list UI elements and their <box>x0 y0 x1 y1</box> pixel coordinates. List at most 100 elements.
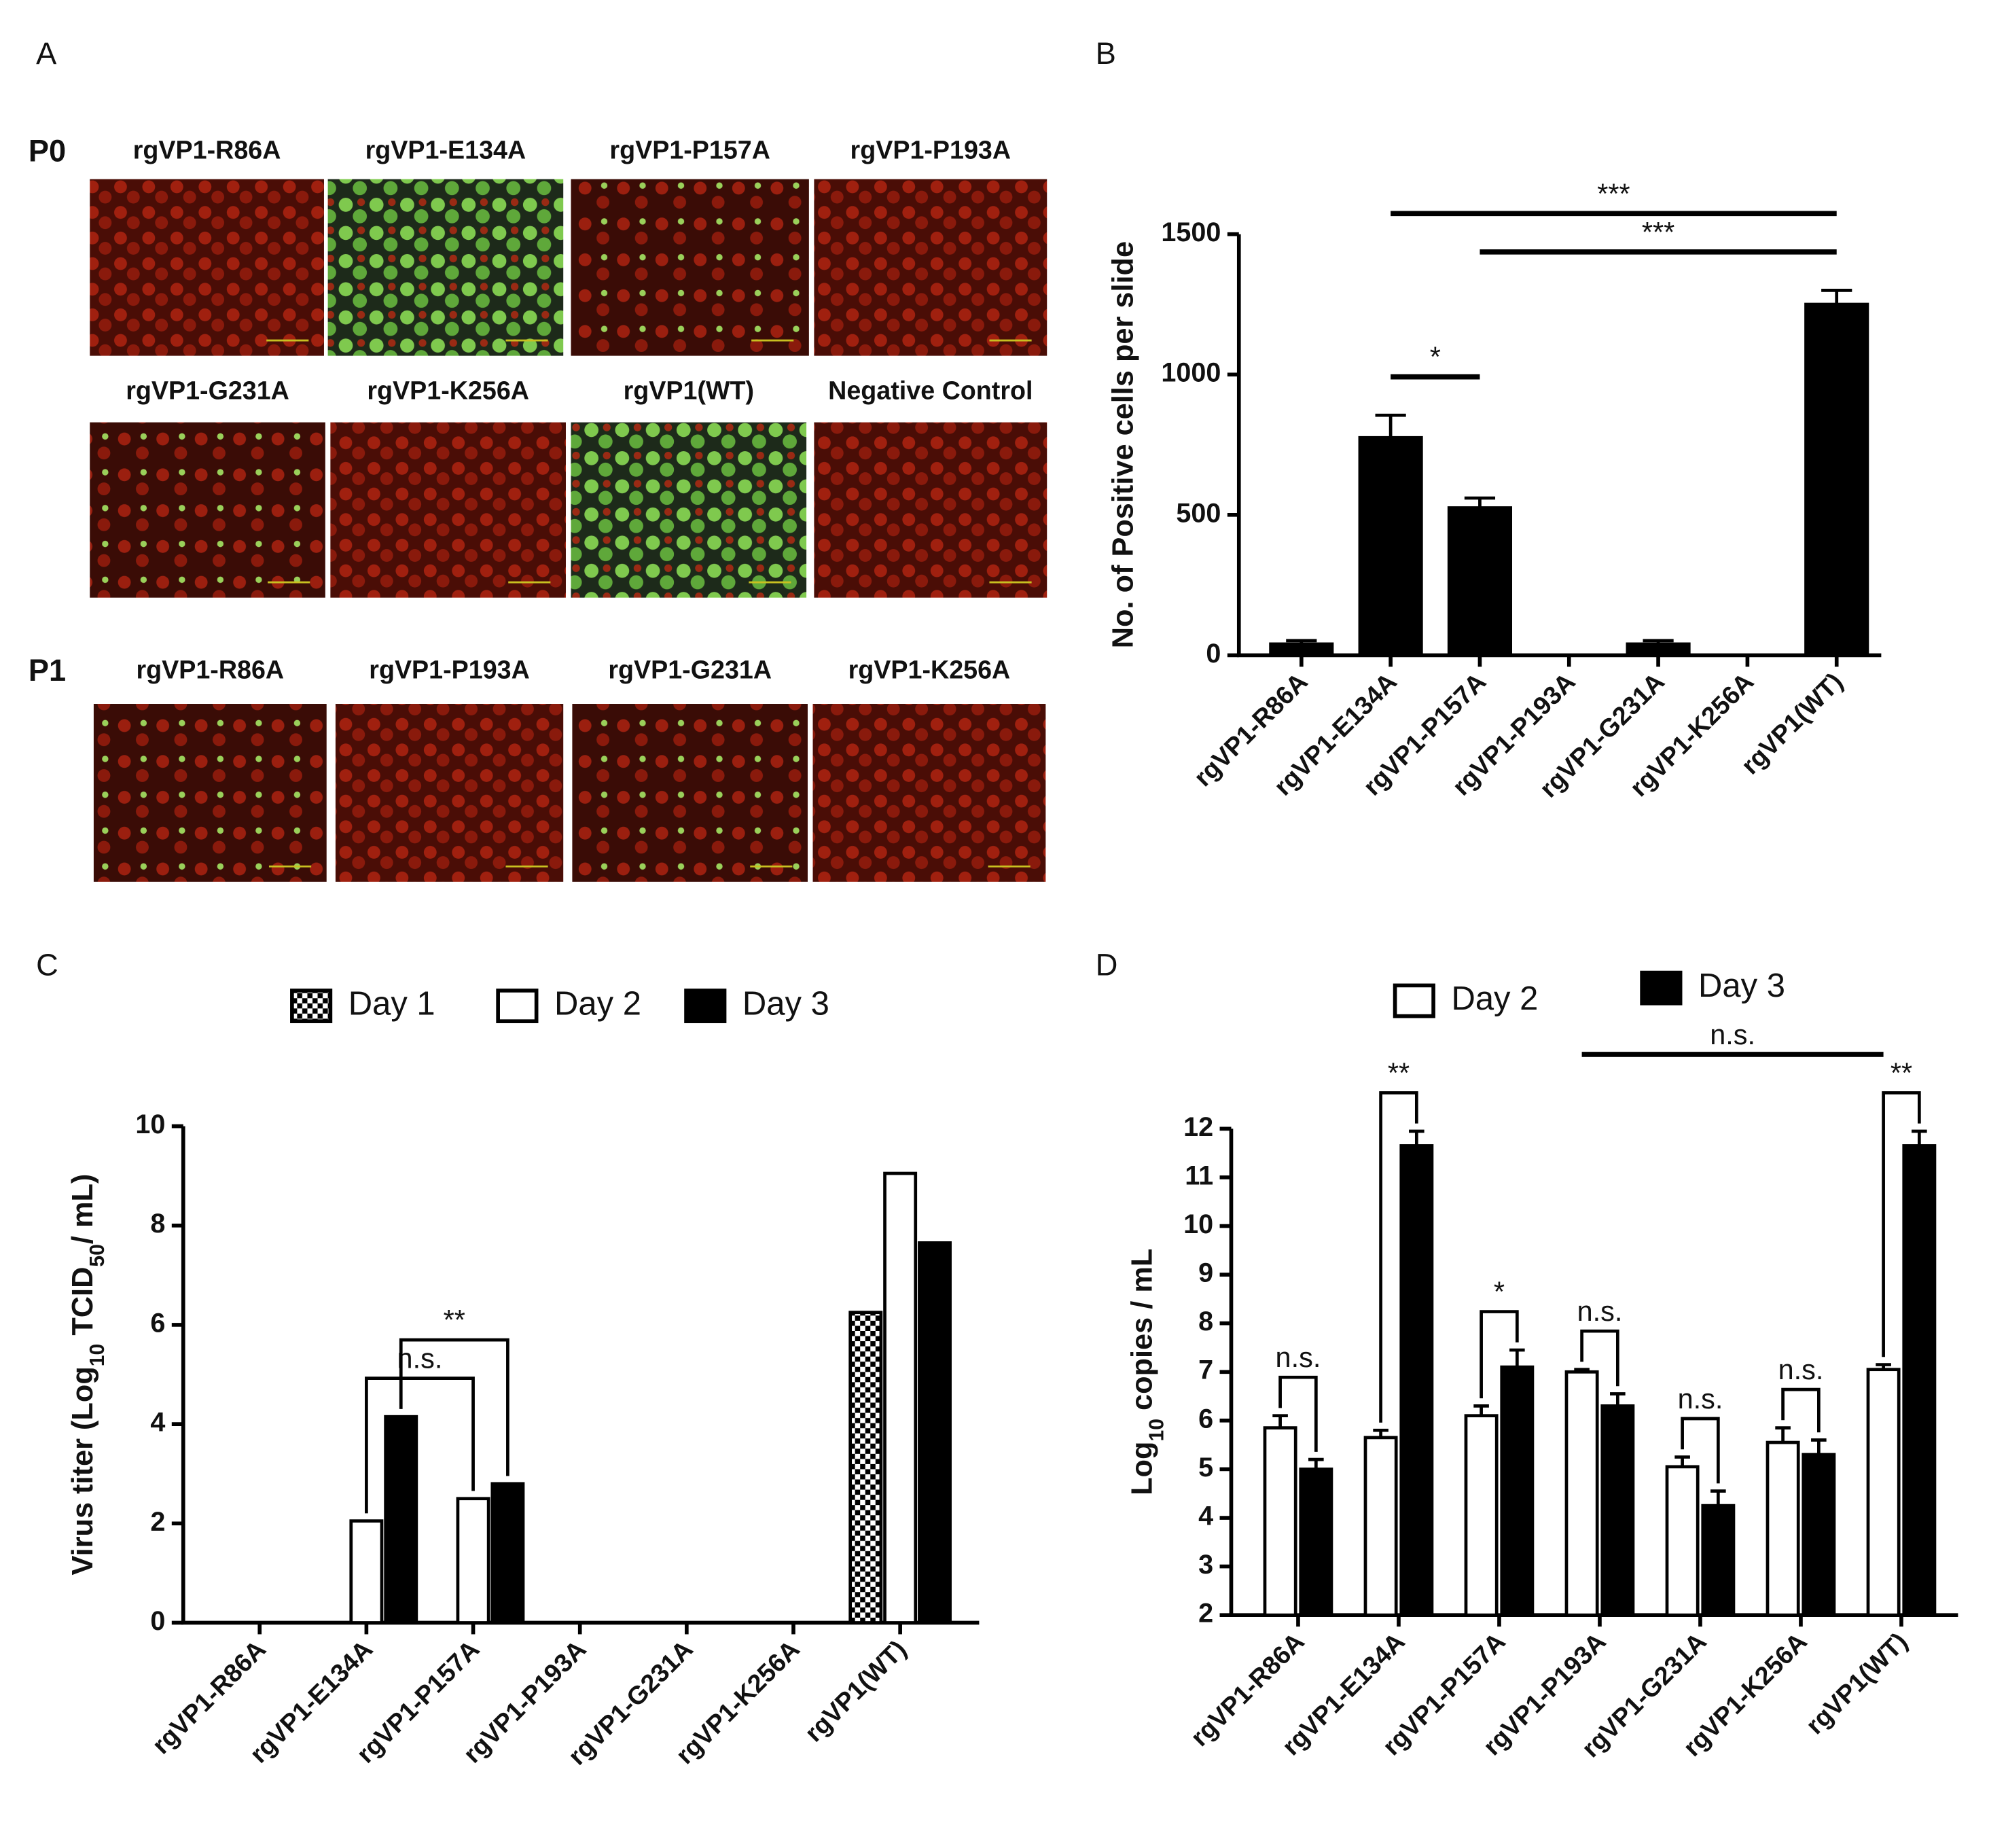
significance-label: * <box>1430 341 1441 373</box>
y-axis-title-part: / mL) <box>67 1174 99 1244</box>
micrograph <box>814 179 1047 356</box>
y-tick-label: 8 <box>150 1209 165 1239</box>
significance-label: ** <box>444 1304 465 1336</box>
bar <box>1701 1504 1736 1617</box>
bar <box>349 1519 384 1624</box>
x-tick-label: rgVP1(WT) <box>799 1635 912 1747</box>
image-title: rgVP1-G231A <box>608 655 772 683</box>
bar <box>1464 1414 1499 1617</box>
bar <box>1269 642 1334 657</box>
significance-label: ** <box>1891 1056 1912 1088</box>
bar <box>490 1482 525 1624</box>
panel-label: A <box>36 36 57 71</box>
error-bar <box>1375 413 1406 438</box>
y-tick-label: 500 <box>1176 498 1221 528</box>
y-tick-label: 6 <box>1198 1404 1213 1434</box>
bar <box>1766 1440 1800 1617</box>
y-axis-title-part: 10 <box>1145 1419 1168 1442</box>
significance-label: n.s. <box>1678 1383 1723 1415</box>
bar <box>1866 1368 1901 1617</box>
panel-label: D <box>1096 947 1118 982</box>
row-label: P0 <box>29 133 66 168</box>
image-title: rgVP1-K256A <box>848 655 1011 683</box>
y-axis-title-part: Log <box>1126 1442 1159 1495</box>
bar <box>1665 1465 1700 1617</box>
bar <box>1804 302 1869 657</box>
bar <box>1358 436 1423 657</box>
y-tick-label: 1500 <box>1161 217 1221 247</box>
bar <box>384 1415 418 1624</box>
legend-swatch <box>684 989 727 1023</box>
y-tick-label: 6 <box>150 1308 165 1338</box>
micrograph <box>572 704 808 882</box>
legend-swatch <box>496 989 539 1023</box>
error-bar <box>1876 1363 1891 1370</box>
error-bar <box>1775 1426 1791 1443</box>
error-bar <box>1674 1455 1690 1467</box>
error-bar <box>1574 1368 1590 1372</box>
bar <box>1263 1426 1297 1617</box>
significance-label: n.s. <box>397 1343 443 1374</box>
image-title: rgVP1-R86A <box>136 655 284 683</box>
bar <box>883 1171 918 1624</box>
bar <box>1564 1370 1599 1617</box>
error-bar <box>1373 1428 1388 1438</box>
y-tick-label: 5 <box>1198 1453 1213 1482</box>
significance-bracket <box>365 1376 475 1514</box>
image-title: Negative Control <box>828 376 1033 405</box>
significance-label: * <box>1494 1275 1505 1307</box>
significance-bracket <box>1781 1387 1821 1433</box>
error-bar <box>1473 1404 1489 1416</box>
micrograph <box>814 422 1047 598</box>
y-axis-title-part: Virus titer (Log <box>67 1366 99 1575</box>
y-tick-label: 8 <box>1198 1307 1213 1336</box>
significance-label: n.s. <box>1710 1018 1755 1050</box>
y-tick-label: 11 <box>1185 1160 1213 1190</box>
error-bar <box>1308 1457 1324 1470</box>
significance-bracket <box>1580 1329 1619 1387</box>
y-axis-title: No. of Positive cells per slide <box>1107 241 1139 648</box>
error-bar <box>1409 1129 1424 1146</box>
image-title: rgVP1-P193A <box>369 655 530 683</box>
y-tick-label: 7 <box>1198 1355 1213 1385</box>
bar <box>1902 1144 1937 1617</box>
bar <box>1626 642 1691 657</box>
micrograph <box>93 704 327 882</box>
y-tick-label: 4 <box>150 1408 165 1438</box>
micrograph <box>571 422 807 598</box>
legend-label: Day 3 <box>1698 967 1785 1004</box>
micrograph <box>90 422 325 598</box>
error-bar <box>1464 496 1496 508</box>
y-axis-title: Log10 copies / mL <box>1126 1249 1168 1495</box>
error-bar <box>1811 1438 1827 1455</box>
y-tick-label: 0 <box>150 1606 165 1636</box>
y-tick-label: 2 <box>1198 1599 1213 1629</box>
legend-label: Day 3 <box>742 985 829 1022</box>
image-title: rgVP1-P193A <box>850 136 1011 164</box>
error-bar <box>1643 639 1674 644</box>
y-axis-title-part: 50 <box>86 1244 109 1267</box>
legend-swatch <box>1640 970 1683 1006</box>
bar <box>918 1241 952 1624</box>
bar <box>1399 1144 1434 1617</box>
image-title: rgVP1-P157A <box>609 136 770 164</box>
significance-label: n.s. <box>1276 1341 1321 1373</box>
significance-label: n.s. <box>1577 1295 1623 1327</box>
legend-label: Day 1 <box>348 985 435 1022</box>
y-tick-label: 4 <box>1198 1501 1213 1531</box>
significance-label: *** <box>1597 177 1630 209</box>
micrograph <box>571 179 809 356</box>
micrograph <box>90 179 324 356</box>
legend-label: Day 2 <box>1451 980 1538 1017</box>
bar <box>1363 1436 1398 1617</box>
bar <box>1802 1453 1836 1617</box>
y-tick-label: 10 <box>135 1109 165 1139</box>
significance-label: ** <box>1388 1056 1410 1088</box>
image-title: rgVP1-G231A <box>126 376 289 405</box>
bar <box>1299 1468 1333 1617</box>
y-tick-label: 1000 <box>1161 358 1221 388</box>
image-title: rgVP1(WT) <box>624 376 754 405</box>
bar <box>456 1497 490 1624</box>
panel-label: C <box>36 947 58 982</box>
